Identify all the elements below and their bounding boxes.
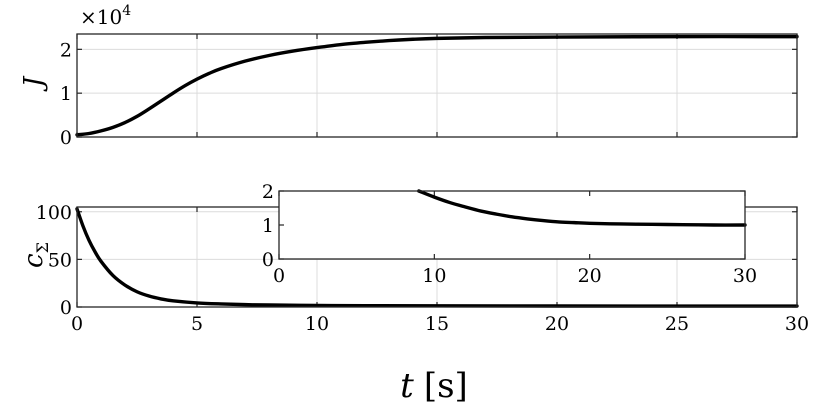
bottom-xtick-label-5: 25 (665, 313, 689, 335)
inset-axes: 0 10 20 30 0 1 2 (262, 181, 757, 287)
inset-xtick-label-0: 0 (273, 265, 285, 287)
bottom-ytick-label-0: 0 (60, 297, 72, 319)
inset-series-line-0 (417, 189, 747, 227)
bottom-ytick-label-1: 50 (48, 249, 72, 271)
top-axes: 0 1 2 (60, 33, 799, 149)
top-exponent-power: 4 (122, 3, 131, 19)
top-ytick-label-1: 1 (60, 83, 72, 105)
top-axis-box (76, 33, 798, 138)
x-axis-label-var: t (400, 366, 414, 406)
inset-ytick-label-1: 1 (262, 215, 274, 237)
bottom-xtick-label-2: 10 (305, 313, 329, 335)
inset-xtick-label-2: 20 (578, 265, 602, 287)
x-axis-label-unit: [s] (424, 366, 468, 406)
top-exponent-label: ×104 (80, 3, 131, 29)
bottom-ytick-label-2: 100 (36, 202, 72, 224)
bottom-xtick-label-1: 5 (191, 313, 203, 335)
top-series-line-0 (75, 34, 799, 137)
bottom-ylabel-subscript: Σ (33, 242, 52, 253)
top-ytick-label-0: 0 (60, 127, 72, 149)
bottom-xtick-label-3: 15 (425, 313, 449, 335)
inset-axis-box (278, 190, 746, 260)
bottom-series-line-0 (75, 207, 799, 308)
bottom-xtick-label-4: 20 (545, 313, 569, 335)
x-axis-label: t [s] (400, 366, 468, 406)
bottom-xtick-label-0: 0 (71, 313, 83, 335)
inset-xtick-label-3: 30 (733, 265, 757, 287)
inset-ytick-label-0: 0 (262, 249, 274, 271)
top-ylabel: J (19, 75, 49, 92)
bottom-ylabel: cΣ (19, 242, 52, 268)
inset-xtick-label-1: 10 (422, 265, 446, 287)
bottom-xtick-label-6: 30 (785, 313, 809, 335)
top-ytick-label-2: 2 (60, 39, 72, 61)
inset-ytick-label-2: 2 (262, 181, 274, 203)
